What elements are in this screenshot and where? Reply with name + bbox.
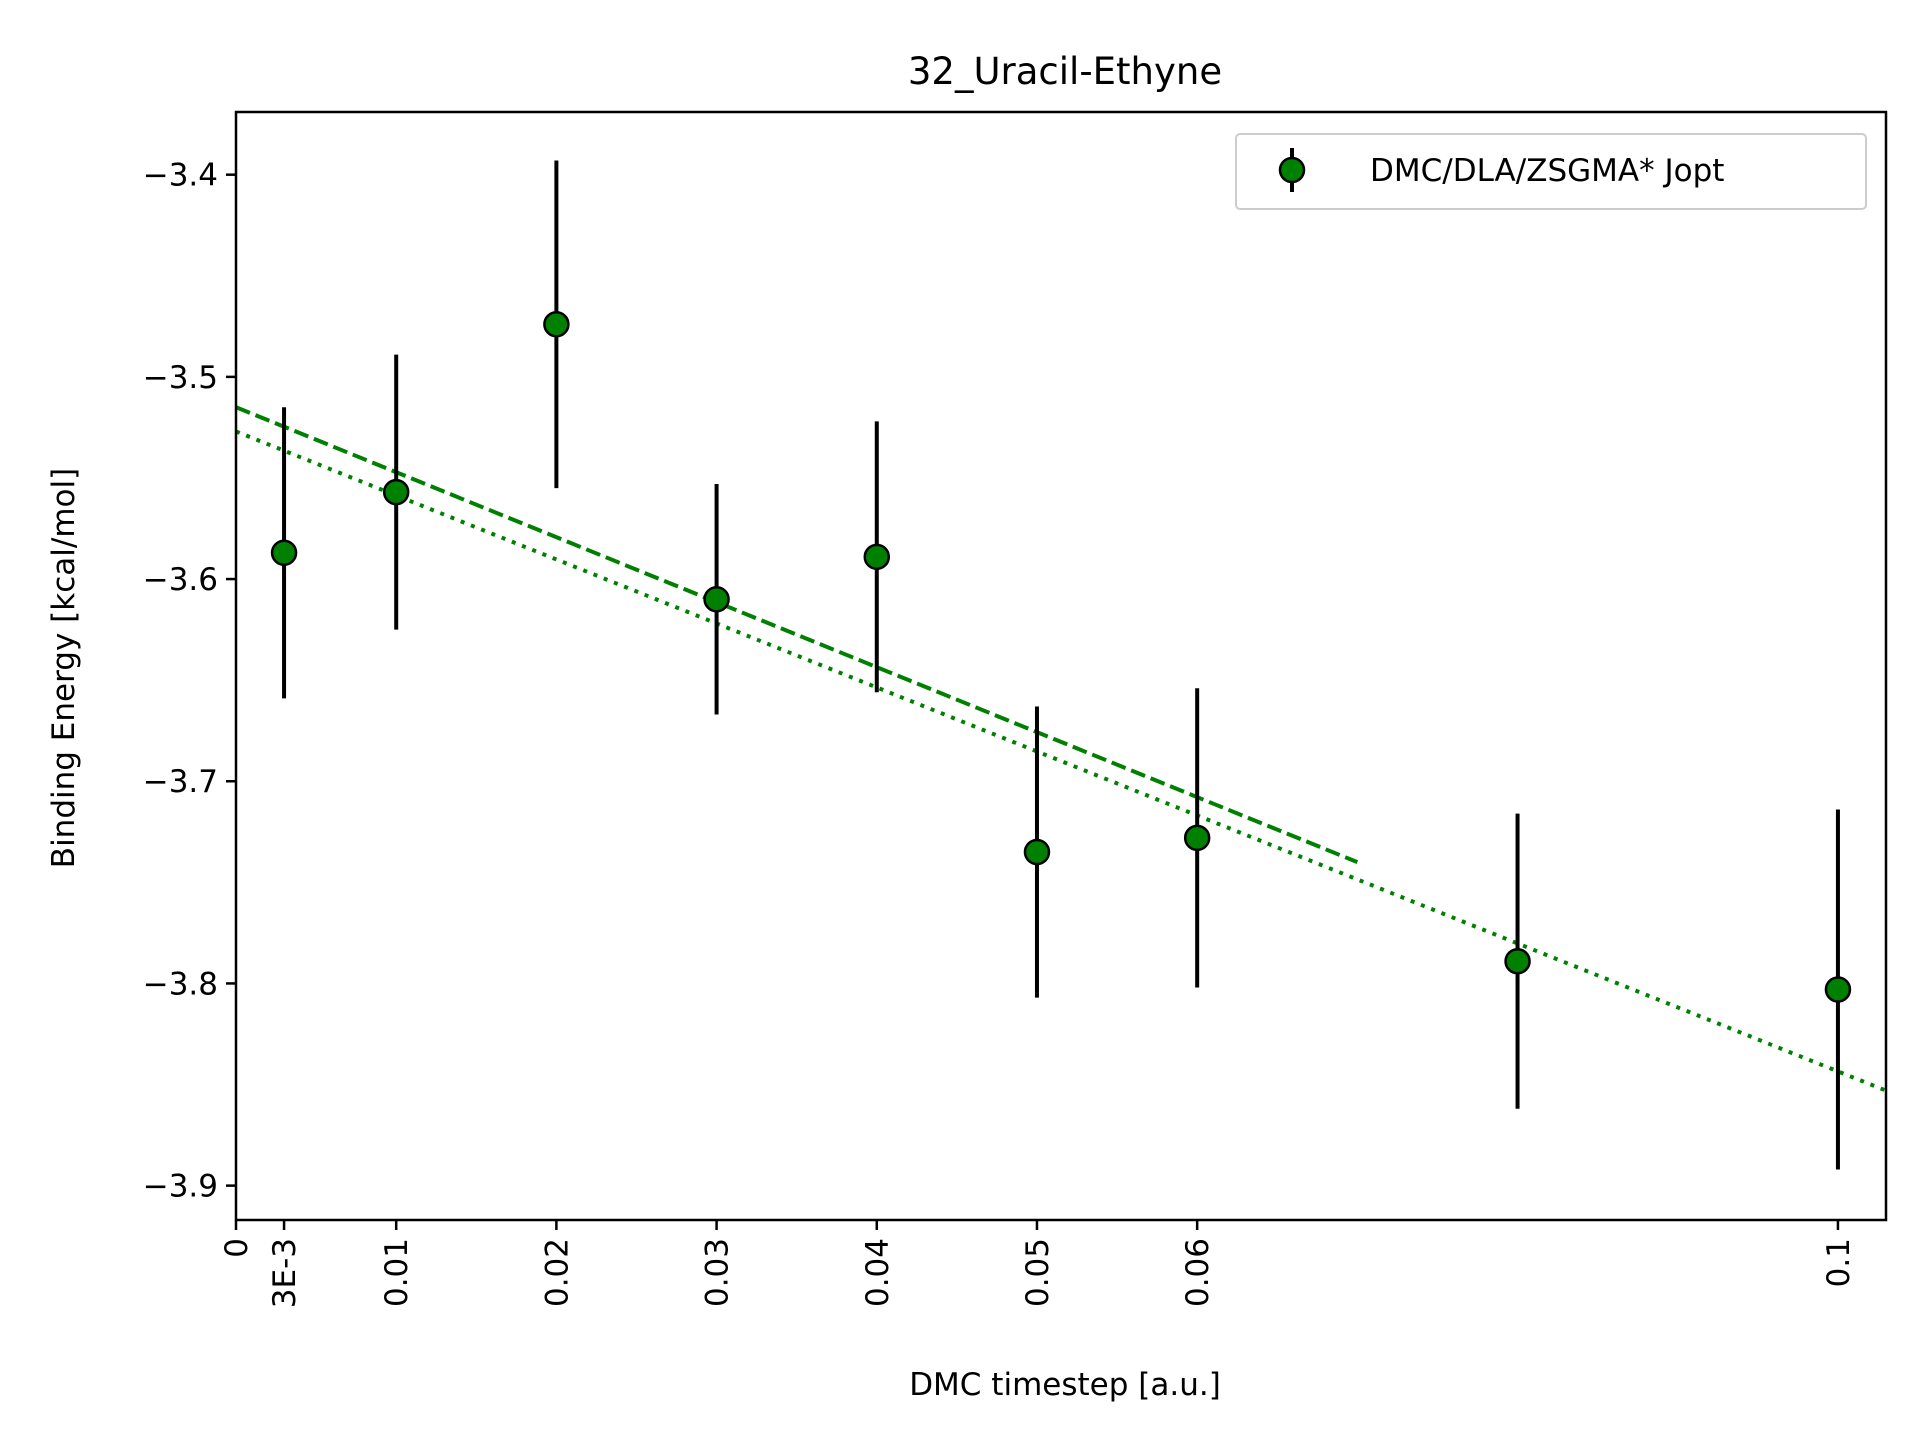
x-tick-label: 0.01 [379, 1238, 415, 1307]
x-tick-label: 0.05 [1020, 1238, 1056, 1307]
y-tick-label: −3.4 [143, 158, 218, 194]
legend: DMC/DLA/ZSGMA* Jopt [1235, 133, 1867, 210]
y-tick-label: −3.8 [143, 966, 218, 1002]
fit-line-dashed [236, 405, 1359, 864]
x-tick-label: 3E-3 [267, 1238, 303, 1308]
plot-area: 0 3E-3 0.01 0.02 0.03 0.04 0.05 0.06 0.1 −3.4 −3.5… [143, 110, 1888, 1308]
y-tick-label: −3.7 [143, 764, 218, 800]
data-point [270, 539, 298, 567]
data-point [1023, 838, 1051, 866]
y-axis-label: Binding Energy [kcal/mol] [46, 468, 82, 868]
x-tick-label: 0 [219, 1238, 255, 1258]
x-tick-label: 0.04 [860, 1238, 896, 1307]
x-tick-label: 0.06 [1180, 1238, 1216, 1307]
y-tick-label: −3.9 [143, 1169, 218, 1205]
legend-entry-label: DMC/DLA/ZSGMA* Jopt [1370, 153, 1724, 189]
chart-title: 32_Uracil-Ethyne [908, 50, 1222, 93]
data-point [1504, 947, 1531, 975]
y-tick-label: −3.6 [143, 562, 218, 598]
data-point [863, 543, 891, 571]
x-tick-label: 0.03 [700, 1238, 736, 1307]
x-axis-label: DMC timestep [a.u.] [909, 1367, 1221, 1403]
x-tick-label: 0.1 [1821, 1238, 1857, 1287]
axes-frame [234, 110, 1888, 1222]
data-point [1824, 976, 1852, 1003]
data-point [543, 311, 570, 338]
data-point [382, 478, 410, 506]
x-tick-label: 0.02 [539, 1238, 575, 1307]
data-point [703, 586, 730, 613]
data-point [1183, 824, 1211, 852]
y-tick-label: −3.5 [143, 360, 218, 396]
legend-marker [1278, 156, 1306, 184]
legend-box [1235, 133, 1867, 210]
